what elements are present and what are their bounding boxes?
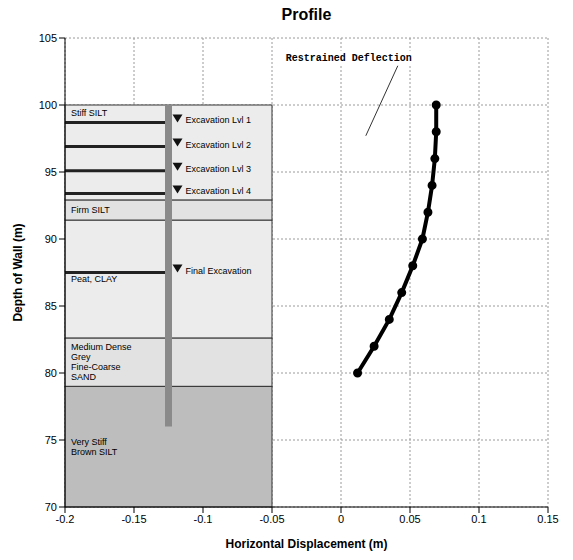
svg-text:105: 105 — [39, 32, 57, 44]
svg-text:Medium DenseGreyFine-CoarseSAN: Medium DenseGreyFine-CoarseSAND — [71, 342, 132, 382]
svg-text:Stiff SILT: Stiff SILT — [71, 108, 108, 118]
svg-text:Excavation Lvl 2: Excavation Lvl 2 — [186, 140, 252, 150]
svg-text:Excavation Lvl 3: Excavation Lvl 3 — [186, 164, 252, 174]
svg-text:90: 90 — [45, 233, 57, 245]
svg-text:Very StiffBrown SILT: Very StiffBrown SILT — [71, 437, 118, 457]
svg-text:Final Excavation: Final Excavation — [186, 266, 252, 276]
svg-text:0.15: 0.15 — [537, 513, 558, 525]
svg-text:85: 85 — [45, 300, 57, 312]
svg-text:0.1: 0.1 — [471, 513, 486, 525]
svg-text:-0.2: -0.2 — [56, 513, 75, 525]
svg-text:0: 0 — [338, 513, 344, 525]
svg-text:Excavation Lvl 4: Excavation Lvl 4 — [186, 186, 252, 196]
html-text:Profile: Profile — [281, 6, 332, 23]
svg-text:0.05: 0.05 — [399, 513, 420, 525]
svg-text:Firm SILT: Firm SILT — [71, 205, 110, 215]
svg-text:Restrained Deflection: Restrained Deflection — [286, 53, 412, 64]
svg-text:-0.15: -0.15 — [121, 513, 146, 525]
svg-text:Peat, CLAY: Peat, CLAY — [71, 274, 117, 284]
svg-text:Depth of Wall (m): Depth of Wall (m) — [11, 223, 25, 321]
svg-text:70: 70 — [45, 501, 57, 513]
svg-text:80: 80 — [45, 367, 57, 379]
svg-text:Horizontal Displacement (m): Horizontal Displacement (m) — [225, 537, 387, 551]
svg-text:-0.05: -0.05 — [259, 513, 284, 525]
svg-text:100: 100 — [39, 99, 57, 111]
svg-text:75: 75 — [45, 434, 57, 446]
svg-text:Excavation Lvl 1: Excavation Lvl 1 — [186, 115, 252, 125]
svg-text:-0.1: -0.1 — [194, 513, 213, 525]
svg-text:95: 95 — [45, 166, 57, 178]
